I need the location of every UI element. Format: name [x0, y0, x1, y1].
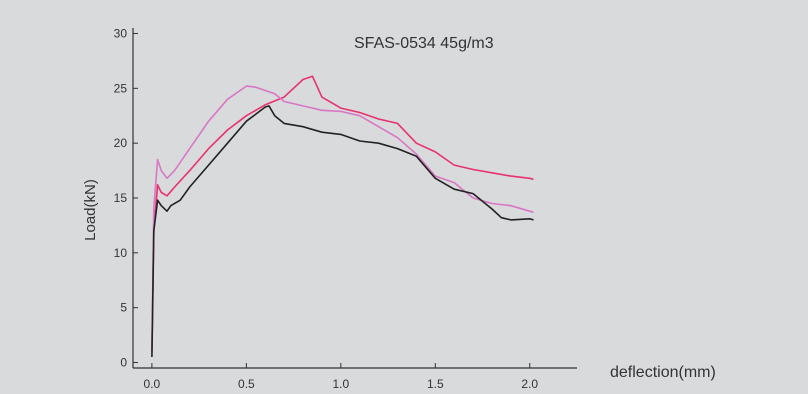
series-line-3 — [151, 105, 534, 358]
y-tick-label: 10 — [114, 246, 128, 260]
series — [151, 75, 534, 358]
x-tick-label: 2.0 — [521, 377, 538, 391]
y-tick-label: 20 — [114, 136, 128, 150]
axes — [132, 28, 577, 369]
series-line-1 — [151, 75, 534, 352]
ticks: 0 5 10 15 20 25 30 0.0 0.5 1.0 1.5 2.0 — [114, 26, 539, 391]
chart-title: SFAS-0534 45g/m3 — [354, 35, 494, 52]
y-tick-label: 5 — [120, 301, 127, 315]
x-tick-label: 1.0 — [332, 377, 349, 391]
y-tick-label: 0 — [120, 356, 127, 370]
x-tick-label: 0.5 — [238, 377, 255, 391]
x-axis-label: deflection(mm) — [610, 364, 716, 381]
y-axis-label: Load(kN) — [82, 179, 99, 241]
x-tick-label: 1.5 — [427, 377, 444, 391]
x-tick-label: 0.0 — [144, 377, 161, 391]
y-tick-label: 25 — [114, 81, 128, 95]
y-tick-label: 15 — [114, 191, 128, 205]
y-tick-label: 30 — [114, 26, 128, 40]
series-line-2 — [151, 85, 534, 352]
